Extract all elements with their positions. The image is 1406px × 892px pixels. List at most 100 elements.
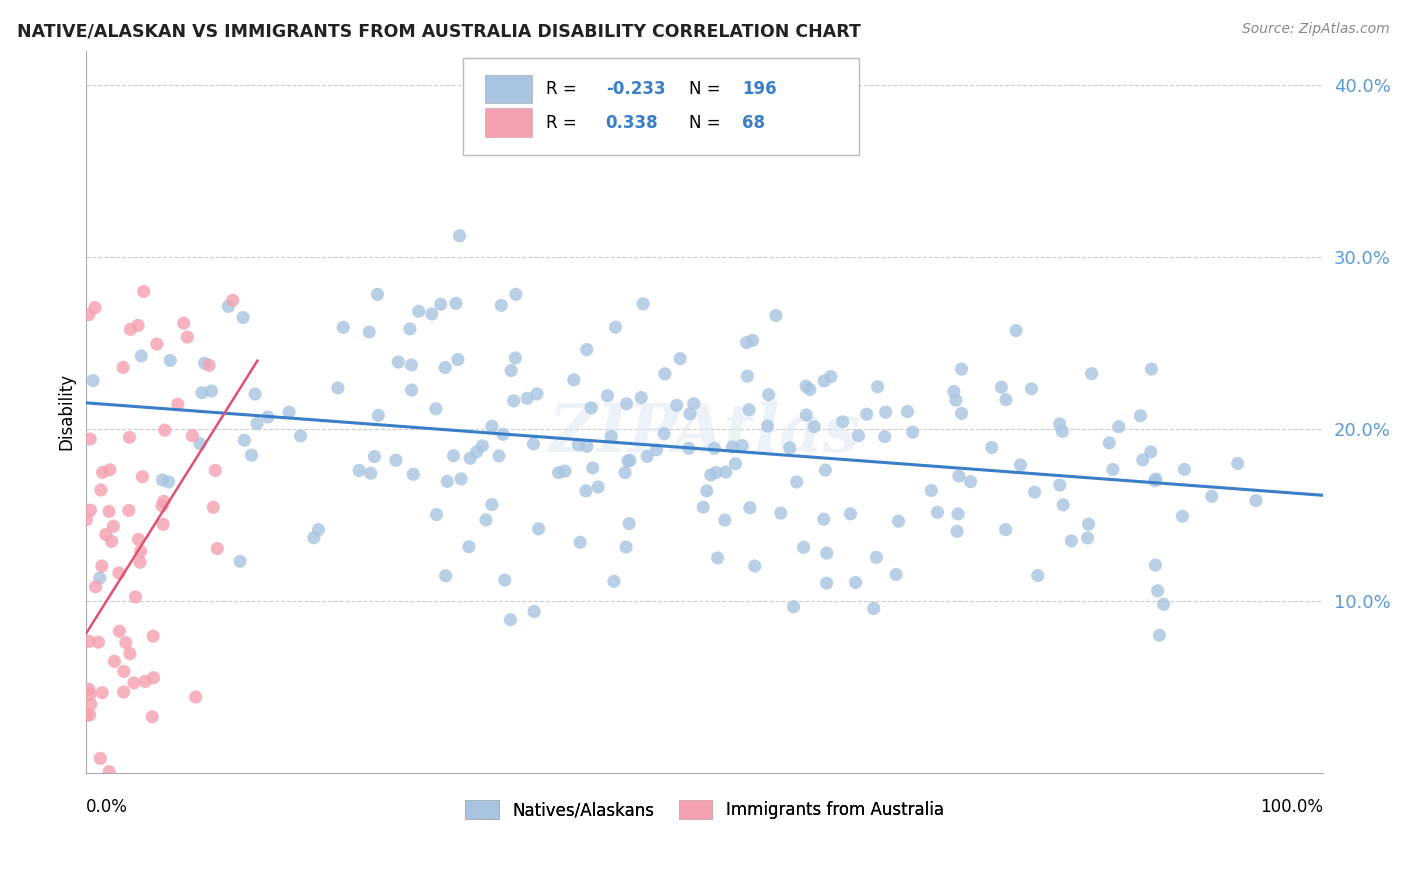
Point <box>129 555 152 569</box>
Point <box>450 472 472 486</box>
Point <box>240 448 263 462</box>
Point <box>724 457 747 471</box>
Point <box>82 795 104 809</box>
Point <box>990 380 1012 394</box>
Point <box>1144 558 1167 573</box>
Point <box>122 676 145 690</box>
Point <box>862 601 884 615</box>
Point <box>202 500 225 515</box>
Point <box>142 671 165 685</box>
Point <box>127 318 149 333</box>
Point <box>502 393 524 408</box>
Point <box>731 438 754 452</box>
Point <box>617 454 640 468</box>
Point <box>603 574 626 589</box>
Point <box>596 389 619 403</box>
Text: 100.0%: 100.0% <box>1260 798 1323 816</box>
Point <box>173 316 195 330</box>
Point <box>367 409 389 423</box>
Point <box>901 425 924 439</box>
Point <box>779 441 801 455</box>
Point <box>815 546 838 560</box>
Point <box>950 362 973 376</box>
Point <box>1098 436 1121 450</box>
Point <box>98 504 121 518</box>
Point <box>402 467 425 482</box>
Point <box>756 419 779 434</box>
Point <box>1049 478 1071 492</box>
Point <box>1005 324 1028 338</box>
Legend: Natives/Alaskans, Immigrants from Australia: Natives/Alaskans, Immigrants from Austra… <box>458 793 950 826</box>
Point <box>1132 453 1154 467</box>
Point <box>1102 462 1125 476</box>
Point <box>501 363 523 377</box>
Point <box>554 464 576 478</box>
Point <box>257 409 280 424</box>
Text: NATIVE/ALASKAN VS IMMIGRANTS FROM AUSTRALIA DISABILITY CORRELATION CHART: NATIVE/ALASKAN VS IMMIGRANTS FROM AUSTRA… <box>17 22 860 40</box>
Point <box>814 463 837 477</box>
Point <box>1153 597 1175 611</box>
Point <box>118 430 141 444</box>
Point <box>80 697 103 711</box>
Point <box>434 569 457 583</box>
Point <box>616 397 638 411</box>
Point <box>347 463 370 477</box>
Point <box>157 475 180 489</box>
Point <box>232 310 254 325</box>
Point <box>927 505 949 519</box>
Point <box>191 385 214 400</box>
FancyBboxPatch shape <box>485 75 531 103</box>
Point <box>129 544 152 558</box>
Point <box>90 800 112 814</box>
Point <box>475 513 498 527</box>
Point <box>839 507 862 521</box>
Point <box>184 690 207 704</box>
Point <box>820 369 842 384</box>
Point <box>654 367 676 381</box>
Point <box>678 442 700 456</box>
Point <box>813 512 835 526</box>
Point <box>813 374 835 388</box>
Point <box>198 359 221 373</box>
Point <box>302 531 325 545</box>
Point <box>636 450 658 464</box>
Point <box>765 309 787 323</box>
Point <box>994 523 1017 537</box>
Point <box>1143 474 1166 488</box>
Point <box>429 297 451 311</box>
Point <box>436 475 458 489</box>
Point <box>146 337 169 351</box>
Text: 196: 196 <box>742 80 776 98</box>
Point <box>562 373 585 387</box>
Point <box>793 541 815 555</box>
Point <box>758 387 780 401</box>
Point <box>959 475 981 489</box>
Point <box>1010 458 1032 472</box>
Point <box>332 320 354 334</box>
Point <box>98 764 121 779</box>
Point <box>84 793 107 807</box>
Point <box>166 397 188 411</box>
Point <box>682 397 704 411</box>
Point <box>134 674 156 689</box>
Point <box>619 453 641 467</box>
Point <box>401 358 423 372</box>
Point <box>786 475 808 489</box>
Point <box>1149 628 1171 642</box>
Point <box>465 444 488 458</box>
Point <box>408 304 430 318</box>
Text: N =: N = <box>689 114 725 132</box>
Point <box>575 439 598 453</box>
Text: N =: N = <box>689 80 725 98</box>
Point <box>735 335 758 350</box>
Point <box>873 430 896 444</box>
Point <box>737 369 759 384</box>
Point <box>118 503 141 517</box>
Point <box>207 541 229 556</box>
Point <box>582 461 605 475</box>
Point <box>77 682 100 697</box>
Point <box>1144 472 1167 486</box>
Point <box>1024 485 1046 500</box>
Point <box>91 686 114 700</box>
Point <box>481 419 503 434</box>
